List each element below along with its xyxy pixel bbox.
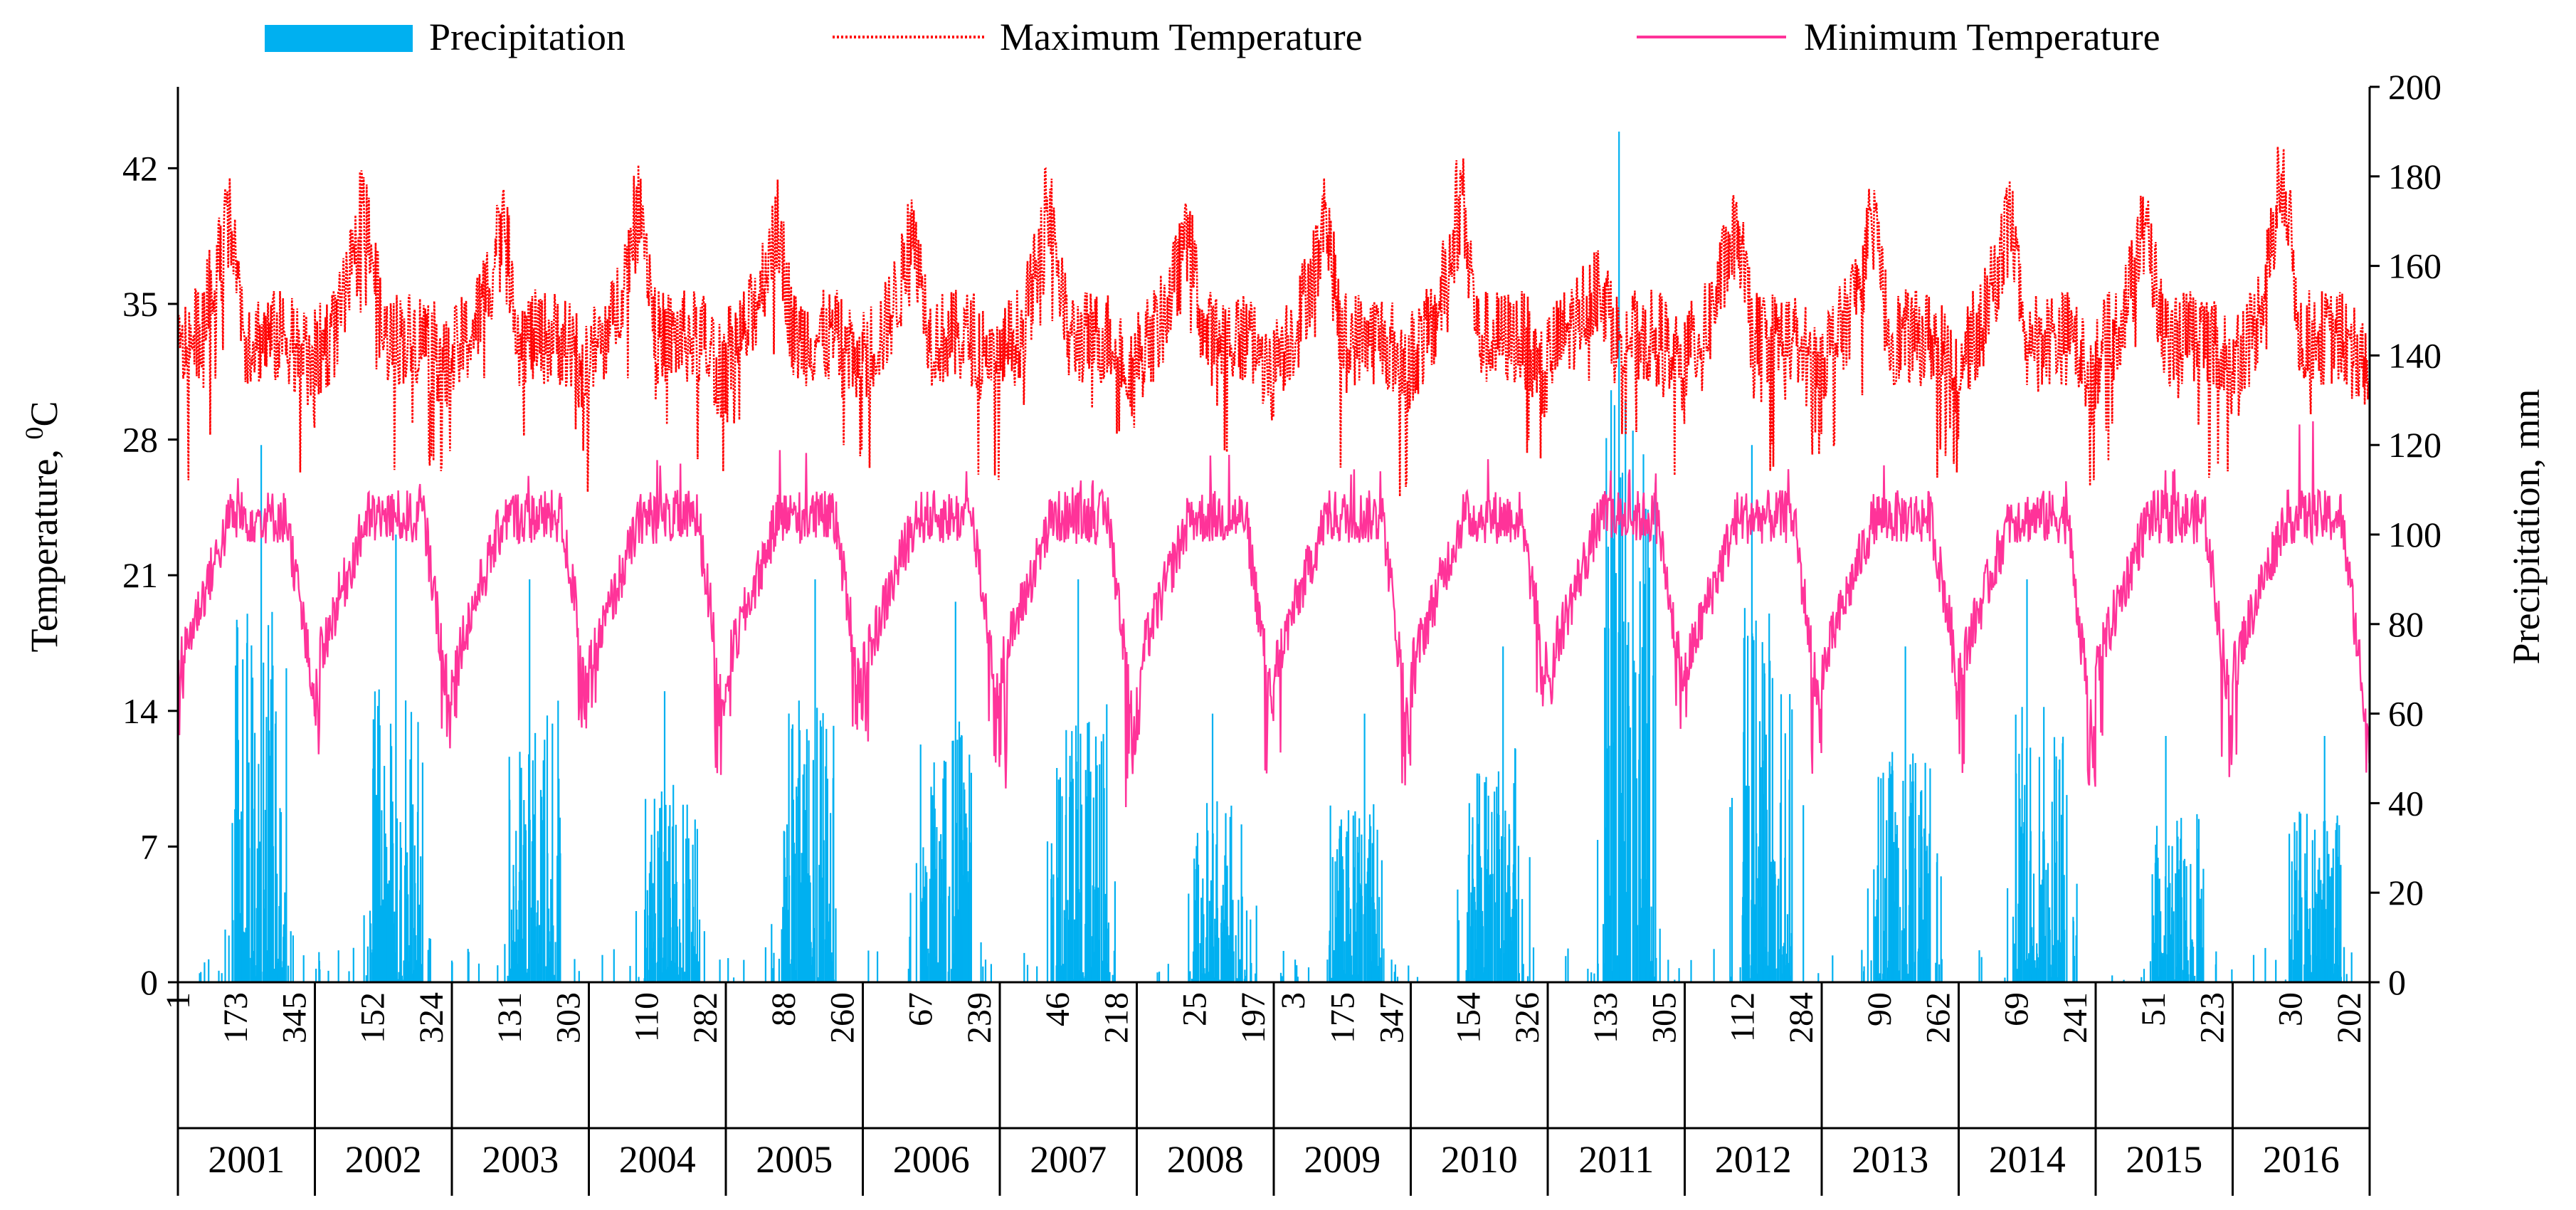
x-year-label: 2016 <box>2263 1138 2340 1181</box>
x-day-label: 197 <box>1235 992 1272 1043</box>
x-day-label: 326 <box>1509 992 1546 1043</box>
x-day-label: 345 <box>276 992 314 1043</box>
x-day-label: 324 <box>413 992 450 1043</box>
x-year-label: 2004 <box>619 1138 696 1181</box>
y-right-tick-label: 0 <box>2388 962 2406 1002</box>
y-left-tick-label: 0 <box>140 962 158 1002</box>
y-left-tick-label: 42 <box>122 148 158 188</box>
y-right-tick-label: 120 <box>2388 425 2442 465</box>
x-year-label: 2010 <box>1441 1138 1518 1181</box>
x-day-label: 262 <box>1920 992 1958 1043</box>
x-year-label: 2011 <box>1578 1138 1654 1181</box>
x-year-label: 2008 <box>1167 1138 1244 1181</box>
x-year-label: 2012 <box>1715 1138 1792 1181</box>
axes: 0 7 14 21 28 35 42 0 20 40 60 80 100 120 140 160 180 200 <box>122 67 2442 1002</box>
x-year-label: 2015 <box>2126 1138 2202 1181</box>
y-left-tick-label: 14 <box>122 691 158 731</box>
x-day-label: 202 <box>2330 992 2368 1043</box>
y-right-axis-title: Precipitation, mm <box>2505 389 2548 665</box>
temperature-lines <box>176 146 2370 808</box>
x-day-label: 90 <box>1861 992 1899 1026</box>
x-day-label: 154 <box>1450 992 1487 1043</box>
y-right-tick-label: 20 <box>2388 873 2424 912</box>
y-right-tick-label: 80 <box>2388 604 2424 644</box>
x-year-label: 2001 <box>208 1138 285 1181</box>
x-day-label: 110 <box>628 992 665 1042</box>
y-left-tick-label: 28 <box>122 420 158 460</box>
x-year-label: 2014 <box>1989 1138 2066 1181</box>
x-day-label: 218 <box>1098 992 1136 1043</box>
x-year-label: 2005 <box>756 1138 833 1181</box>
y-right-tick-label: 140 <box>2388 335 2442 375</box>
y-right-tick-label: 180 <box>2388 157 2442 196</box>
x-day-label: 46 <box>1039 992 1077 1026</box>
y-left-axis-title: Temperature, 0C <box>20 401 65 652</box>
y-left-tick-label: 35 <box>122 284 158 324</box>
x-day-label: 51 <box>2135 992 2173 1026</box>
y-right-tick-label: 40 <box>2388 783 2424 823</box>
x-day-label: 30 <box>2271 992 2309 1026</box>
x-day-label: 1 <box>159 992 197 1009</box>
legend: Precipitation Maximum Temperature Minimu… <box>265 16 2160 58</box>
x-day-label: 173 <box>217 992 255 1043</box>
y-left-tick-label: 7 <box>140 826 158 866</box>
x-day-label: 305 <box>1646 992 1684 1043</box>
x-day-label: 67 <box>902 992 939 1026</box>
x-day-label: 175 <box>1324 992 1361 1043</box>
y-right-tick-label: 60 <box>2388 694 2424 734</box>
x-day-label: 88 <box>765 992 803 1026</box>
legend-label-min-temp: Minimum Temperature <box>1804 16 2160 58</box>
max-temp-series-line <box>176 146 2370 497</box>
y-right-tick-label: 100 <box>2388 515 2442 554</box>
x-day-label: 284 <box>1783 992 1820 1043</box>
x-year-label: 2013 <box>1852 1138 1928 1181</box>
legend-label-max-temp: Maximum Temperature <box>1000 16 1363 58</box>
x-day-label: 152 <box>354 992 391 1043</box>
y-right-tick-label: 200 <box>2388 67 2442 107</box>
min-temp-series-line <box>177 421 2370 808</box>
legend-swatch-precipitation <box>265 25 413 52</box>
x-day-label: 282 <box>687 992 724 1043</box>
x-day-label: 131 <box>491 992 529 1043</box>
x-day-label: 223 <box>2194 992 2232 1043</box>
y-right-tick-label: 160 <box>2388 246 2442 286</box>
precipitation-bars <box>199 131 2353 982</box>
y-left-tick-label: 21 <box>122 555 158 595</box>
x-day-label: 3 <box>1274 992 1312 1009</box>
legend-label-precipitation: Precipitation <box>429 16 625 58</box>
x-year-label: 2002 <box>345 1138 422 1181</box>
x-year-label: 2006 <box>893 1138 970 1181</box>
x-day-label: 303 <box>550 992 588 1043</box>
x-day-label: 25 <box>1176 992 1213 1026</box>
x-year-label: 2007 <box>1030 1138 1107 1181</box>
x-day-label: 112 <box>1724 992 1761 1042</box>
x-year-label: 2009 <box>1304 1138 1381 1181</box>
x-day-label: 260 <box>824 992 862 1043</box>
x-day-label: 239 <box>961 992 998 1043</box>
x-year-label: 2003 <box>482 1138 559 1181</box>
x-day-label: 69 <box>1997 992 2035 1026</box>
x-day-label: 241 <box>2057 992 2094 1043</box>
x-day-label: 133 <box>1587 992 1625 1043</box>
x-day-label: 347 <box>1373 992 1411 1043</box>
